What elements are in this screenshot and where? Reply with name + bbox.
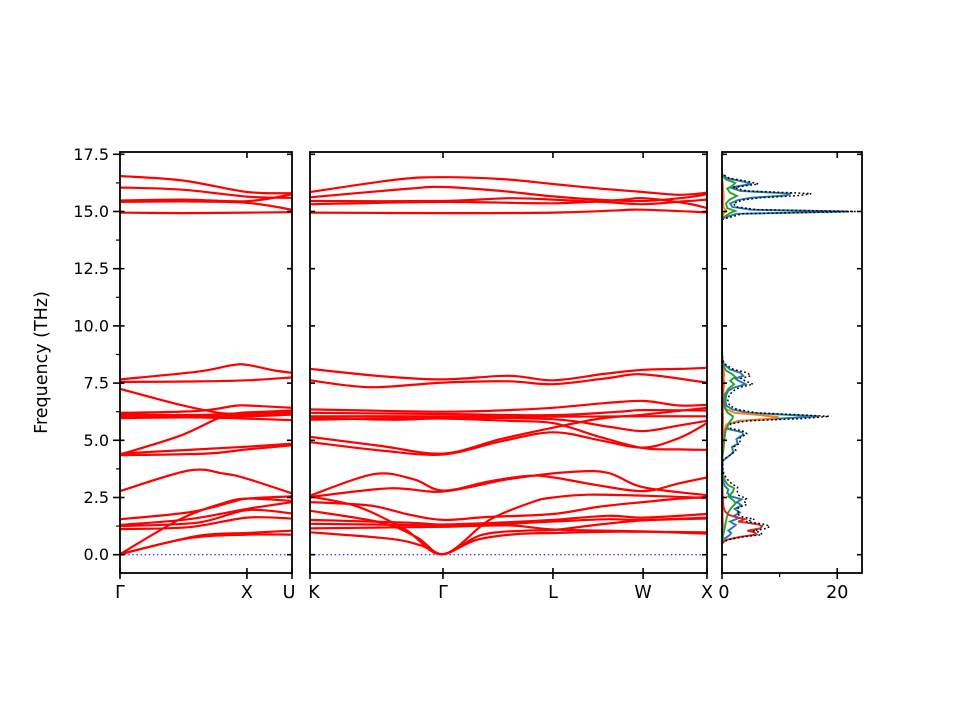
phonon-band (120, 412, 292, 456)
x-axis-tick-label: X (701, 583, 713, 603)
phonon-band (120, 444, 292, 457)
panel-spine (119, 151, 293, 574)
panel-spine (721, 151, 863, 574)
phonon-band (310, 493, 707, 556)
y-axis-tick-label: 17.5 (73, 145, 109, 164)
phonon-band (120, 501, 292, 527)
phonon-band (120, 442, 292, 455)
phonon-band (120, 200, 292, 211)
phonon-band (120, 497, 292, 556)
phonon-band (120, 529, 292, 556)
phonon-band (310, 495, 707, 522)
x-axis-tick-label: K (308, 583, 320, 603)
y-axis-tick-label: 15.0 (73, 202, 109, 221)
x-axis-tick-label: 0 (718, 583, 729, 603)
x-axis-tick-label: Γ (438, 583, 448, 603)
phonon-band (120, 410, 292, 417)
x-axis-tick-label: U (283, 583, 296, 603)
phonon-band (310, 196, 707, 210)
phonon-band (310, 416, 707, 451)
x-axis-tick-label: X (241, 583, 253, 603)
phonon-band (120, 413, 292, 418)
phonon-band (120, 508, 292, 528)
phonon-band (120, 404, 292, 414)
phonon-band (310, 530, 707, 556)
y-axis-tick-label: 10.0 (73, 316, 109, 335)
x-axis-tick-label: L (548, 583, 558, 603)
phonon-band (310, 469, 707, 499)
phonon-band (310, 422, 707, 456)
x-axis-tick-label: Γ (115, 583, 125, 603)
x-axis-tick-label: W (634, 583, 651, 603)
phonon-band (120, 363, 292, 381)
phonon-band (310, 366, 707, 382)
y-axis-tick-label: 2.5 (84, 488, 109, 507)
total-dos (722, 172, 856, 544)
phonon-band (310, 373, 707, 389)
y-axis-tick-label: 7.5 (84, 374, 109, 393)
phonon-band (120, 516, 292, 531)
phonon-band (310, 176, 707, 196)
phonon-band (310, 185, 707, 203)
phonon-band (120, 416, 292, 422)
phonon-band (310, 208, 707, 215)
x-axis-tick-label: 20 (826, 583, 848, 603)
phonon-band (120, 376, 292, 383)
phonon-band (310, 509, 707, 556)
phonon-band (310, 416, 707, 433)
partial-dos-green (722, 173, 740, 542)
y-axis-tick-label: 12.5 (73, 259, 109, 278)
phonon-band (310, 399, 707, 413)
panel-spine (309, 151, 708, 574)
phonon-band (120, 211, 292, 215)
y-axis-label: Frequency (THz) (32, 291, 52, 434)
y-axis-tick-label: 0.0 (84, 545, 109, 564)
phonon-band (310, 512, 707, 526)
phonon-band (310, 406, 707, 455)
phonon-band (310, 408, 707, 417)
phonon-band (120, 174, 292, 195)
y-axis-tick-label: 5.0 (84, 431, 109, 450)
phonon-band (120, 468, 292, 495)
